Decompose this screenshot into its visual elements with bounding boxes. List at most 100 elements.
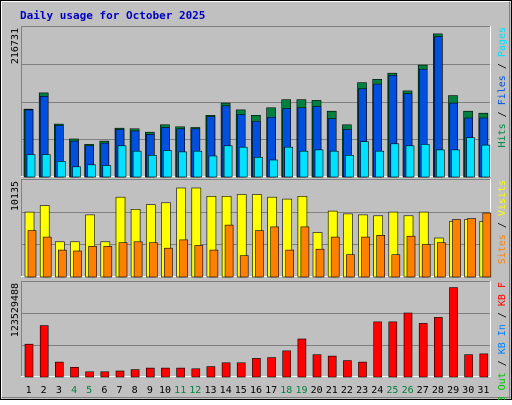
bar xyxy=(299,150,309,178)
bar xyxy=(418,323,428,378)
bar xyxy=(70,366,79,378)
bar xyxy=(223,145,233,178)
bar xyxy=(433,317,443,378)
x-tick-label: 3 xyxy=(56,385,62,396)
x-tick-label: 31 xyxy=(477,385,489,396)
x-tick-label: 13 xyxy=(204,385,216,396)
bar xyxy=(345,155,354,178)
x-tick-label: 18 xyxy=(280,385,292,396)
bar xyxy=(479,353,489,378)
bar xyxy=(130,369,140,378)
bar xyxy=(254,157,263,178)
bar xyxy=(373,321,383,378)
x-tick-label: 26 xyxy=(402,385,414,396)
legend-entry: KB Out xyxy=(497,372,508,400)
x-tick-label: 22 xyxy=(341,385,353,396)
legend-separator: / xyxy=(497,105,508,123)
bar xyxy=(330,236,340,278)
x-tick-label: 14 xyxy=(220,385,232,396)
bar xyxy=(236,362,246,378)
x-tick-label: 21 xyxy=(326,385,338,396)
bar xyxy=(300,226,310,278)
x-tick-label: 12 xyxy=(189,385,201,396)
bar xyxy=(194,245,204,278)
bar xyxy=(54,361,64,378)
bar xyxy=(161,367,170,378)
bar xyxy=(267,357,276,378)
bar xyxy=(224,224,234,278)
bar xyxy=(270,226,279,278)
bar xyxy=(115,370,125,378)
x-tick-label: 28 xyxy=(432,385,444,396)
legend-separator: / xyxy=(497,306,508,324)
bar xyxy=(284,146,294,178)
bar xyxy=(102,165,112,178)
legend-entry: Hits xyxy=(497,123,508,147)
bar xyxy=(117,145,127,178)
x-tick-labels: 1 2 3 4 5 6 7 8 9 10 11 12 13 14 15 16 17 18 19 20 21 22 23 24 2… xyxy=(26,385,490,396)
bar xyxy=(420,144,430,178)
bar xyxy=(285,249,295,278)
bar xyxy=(406,235,416,278)
panel-visits: 10135 Sites / Visits xyxy=(10,179,508,278)
panel-hits: 216731 Hits / Files / Pages xyxy=(10,26,508,178)
bar xyxy=(163,150,172,178)
bar xyxy=(346,254,355,278)
bar xyxy=(176,367,185,378)
panel-kbytes: 123529488 KB Out / KB In / KB F xyxy=(10,281,508,405)
bar xyxy=(56,161,66,178)
x-tick-label: 4 xyxy=(71,385,77,396)
bar xyxy=(435,149,445,178)
bar xyxy=(42,236,52,278)
bar xyxy=(41,154,51,178)
bar xyxy=(467,218,476,278)
legend-entry: Sites xyxy=(497,234,508,264)
x-tick-label: 9 xyxy=(147,385,153,396)
bar xyxy=(149,242,158,278)
x-tick-label: 5 xyxy=(86,385,92,396)
bar xyxy=(329,150,339,178)
x-tick-label: 6 xyxy=(101,385,107,396)
x-tick-label: 8 xyxy=(132,385,138,396)
bar xyxy=(133,241,143,278)
bar xyxy=(255,230,264,278)
bar xyxy=(360,141,369,178)
bar xyxy=(252,358,261,378)
x-tick-label: 2 xyxy=(41,385,47,396)
bar xyxy=(297,338,307,378)
x-tick-label: 11 xyxy=(174,385,186,396)
chart-title: Daily usage for October 2025 xyxy=(20,9,205,22)
bar xyxy=(421,244,431,278)
bar xyxy=(481,144,491,178)
bar xyxy=(343,360,352,378)
bar xyxy=(191,368,201,378)
bar xyxy=(405,145,415,178)
bar xyxy=(164,247,173,278)
x-tick-label: 25 xyxy=(386,385,398,396)
bar xyxy=(314,149,324,178)
bar xyxy=(269,159,278,178)
bar xyxy=(238,146,248,178)
bar xyxy=(390,143,400,178)
x-tick-label: 29 xyxy=(447,385,459,396)
bar xyxy=(24,343,34,378)
panel-hits-legend: Hits / Files / Pages xyxy=(497,27,508,147)
bar xyxy=(57,249,67,278)
bar xyxy=(179,239,188,278)
bar xyxy=(403,312,413,378)
legend-separator: / xyxy=(497,57,508,75)
bar xyxy=(358,361,367,378)
x-tick-label: 17 xyxy=(265,385,277,396)
bar xyxy=(327,355,337,378)
bar xyxy=(239,255,249,278)
x-tick-label: 10 xyxy=(159,385,171,396)
bar xyxy=(118,242,128,278)
legend-separator: / xyxy=(497,216,508,234)
legend-separator: / xyxy=(497,354,508,372)
bar xyxy=(452,219,461,278)
bar xyxy=(178,151,187,178)
bar xyxy=(103,246,113,278)
bar xyxy=(388,321,398,378)
